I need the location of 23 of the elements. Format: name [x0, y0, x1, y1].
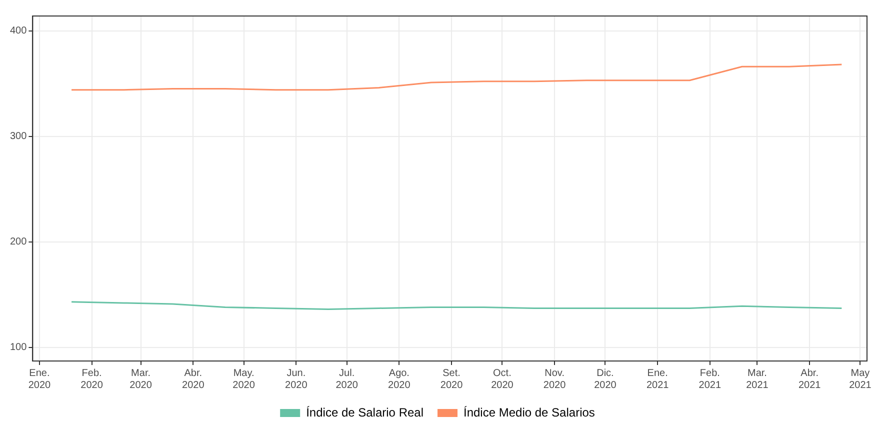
y-tick-label: 300 — [10, 131, 28, 142]
x-tick-label: Ago. 2020 — [388, 368, 411, 391]
x-tick-label: Dic. 2020 — [594, 368, 617, 391]
x-tick-label: May 2021 — [849, 368, 872, 391]
x-tick-label: Nov. 2020 — [543, 368, 566, 391]
x-tick-label: Jul. 2020 — [336, 368, 358, 391]
x-tick-label: Ene. 2021 — [646, 368, 670, 391]
x-tick-label: Ene. 2020 — [28, 368, 51, 391]
x-tick-label: Feb. 2020 — [80, 368, 104, 391]
x-tick-label: Abr. 2020 — [182, 368, 205, 391]
y-tick-label: 200 — [10, 236, 28, 248]
x-tick-label: Mar. 2020 — [130, 368, 152, 391]
y-tick-label: 100 — [10, 342, 28, 354]
x-tick-label: May. 2020 — [232, 368, 256, 391]
x-tick-label: Set. 2020 — [440, 368, 464, 391]
x-tick-label: Oct. 2020 — [491, 368, 514, 391]
x-tick-label: Abr. 2021 — [798, 368, 822, 391]
x-tick-label: Jun. 2020 — [285, 368, 308, 391]
y-tick-label: 400 — [10, 26, 28, 37]
legend-label: Índice de Salario Real — [306, 405, 424, 420]
x-tick-label: Mar. 2021 — [746, 368, 769, 391]
x-tick-label: Feb. 2021 — [698, 368, 722, 391]
legend-label: Índice Medio de Salarios — [464, 405, 595, 420]
